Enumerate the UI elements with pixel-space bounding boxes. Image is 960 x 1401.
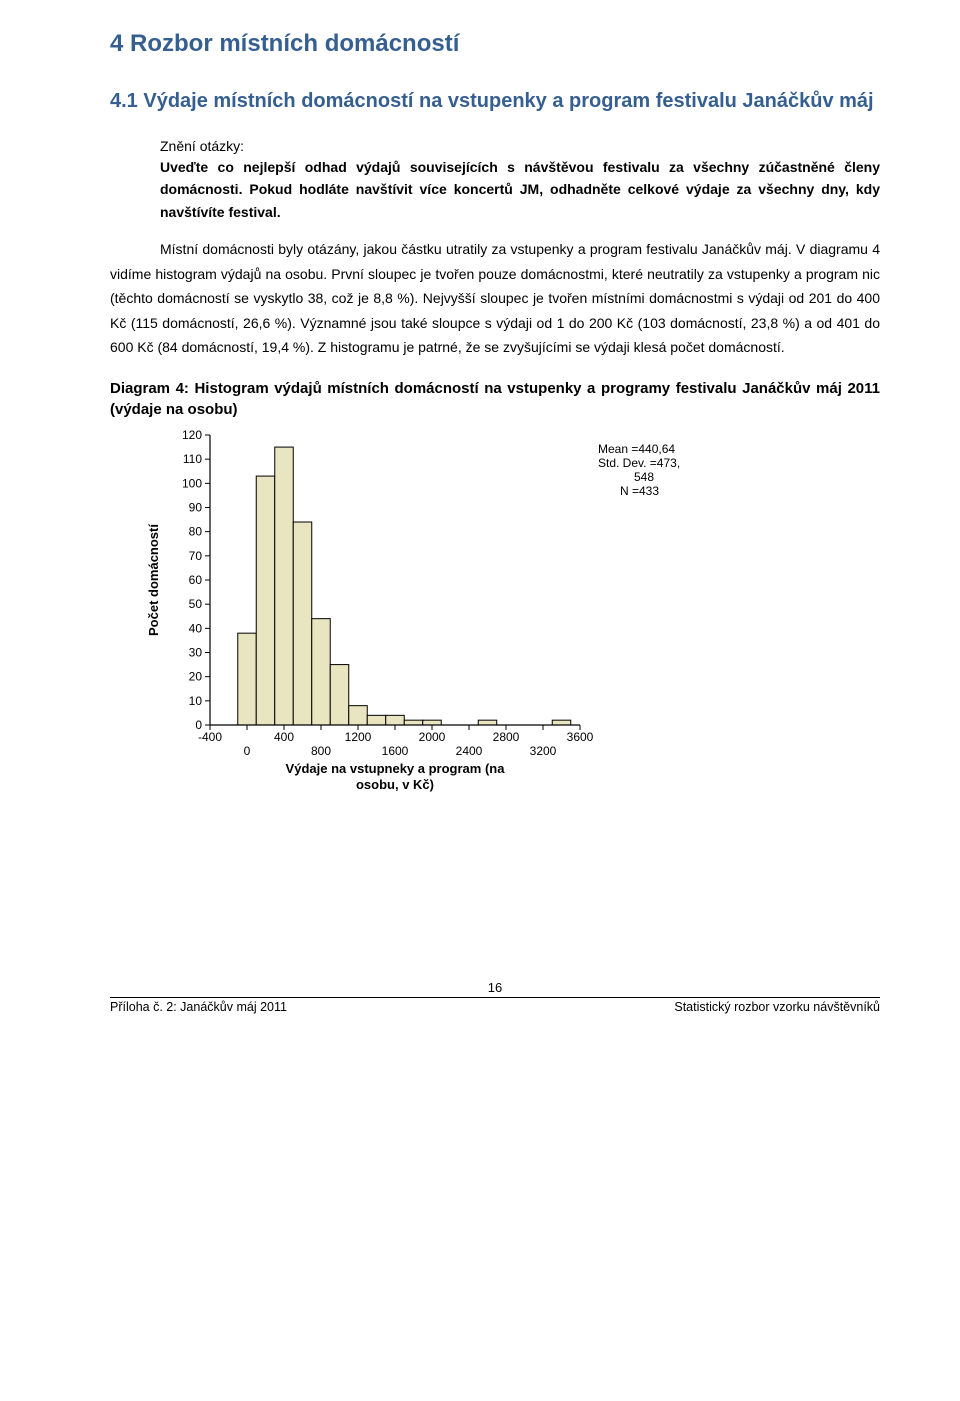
question-block: Znění otázky: Uveďte co nejlepší odhad v… [160, 138, 880, 223]
svg-text:80: 80 [189, 525, 203, 539]
histogram-svg: 0 10 20 30 40 50 60 70 80 90 100 110 120 Počet domácn… [140, 425, 730, 795]
svg-text:2800: 2800 [493, 730, 520, 744]
svg-text:Výdaje na vstupneky a program: Výdaje na vstupneky a program (na [286, 761, 506, 776]
svg-text:60: 60 [189, 573, 203, 587]
svg-text:800: 800 [311, 744, 331, 758]
svg-text:0: 0 [244, 744, 251, 758]
svg-text:3200: 3200 [530, 744, 557, 758]
svg-text:1600: 1600 [382, 744, 409, 758]
question-label: Znění otázky: [160, 138, 880, 154]
svg-text:70: 70 [189, 549, 203, 563]
svg-text:100: 100 [182, 477, 202, 491]
page-number: 16 [110, 980, 880, 995]
svg-text:-400: -400 [198, 730, 222, 744]
svg-text:50: 50 [189, 597, 203, 611]
subsection-heading: 4.1 Výdaje místních domácností na vstupe… [110, 86, 880, 116]
svg-text:120: 120 [182, 428, 202, 442]
svg-text:20: 20 [189, 670, 203, 684]
diagram-caption: Diagram 4: Histogram výdajů místních dom… [110, 378, 880, 422]
histogram-chart: 0 10 20 30 40 50 60 70 80 90 100 110 120 Počet domácn… [140, 425, 880, 800]
svg-text:400: 400 [274, 730, 294, 744]
svg-text:2000: 2000 [419, 730, 446, 744]
svg-text:Std. Dev. =473,: Std. Dev. =473, [598, 456, 680, 470]
footer-right: Statistický rozbor vzorku návštěvníků [674, 1000, 880, 1014]
svg-text:3600: 3600 [567, 730, 594, 744]
section-heading: 4 Rozbor místních domácností [110, 30, 880, 58]
svg-text:548: 548 [634, 470, 654, 484]
svg-text:2400: 2400 [456, 744, 483, 758]
question-text: Uveďte co nejlepší odhad výdajů souvisej… [160, 156, 880, 223]
body-paragraph: Místní domácnosti byly otázány, jakou čá… [110, 237, 880, 360]
svg-text:Mean =440,64: Mean =440,64 [598, 442, 675, 456]
footer-left: Příloha č. 2: Janáčkův máj 2011 [110, 1000, 287, 1014]
svg-text:1200: 1200 [345, 730, 372, 744]
svg-text:N =433: N =433 [620, 484, 659, 498]
svg-text:30: 30 [189, 646, 203, 660]
svg-text:110: 110 [183, 452, 202, 466]
svg-text:40: 40 [189, 622, 203, 636]
svg-text:10: 10 [189, 694, 203, 708]
svg-text:osobu, v Kč): osobu, v Kč) [356, 777, 434, 792]
svg-text:Počet domácností: Počet domácností [146, 524, 161, 636]
svg-text:90: 90 [189, 501, 203, 515]
page-footer: Příloha č. 2: Janáčkův máj 2011 Statisti… [110, 997, 880, 1014]
